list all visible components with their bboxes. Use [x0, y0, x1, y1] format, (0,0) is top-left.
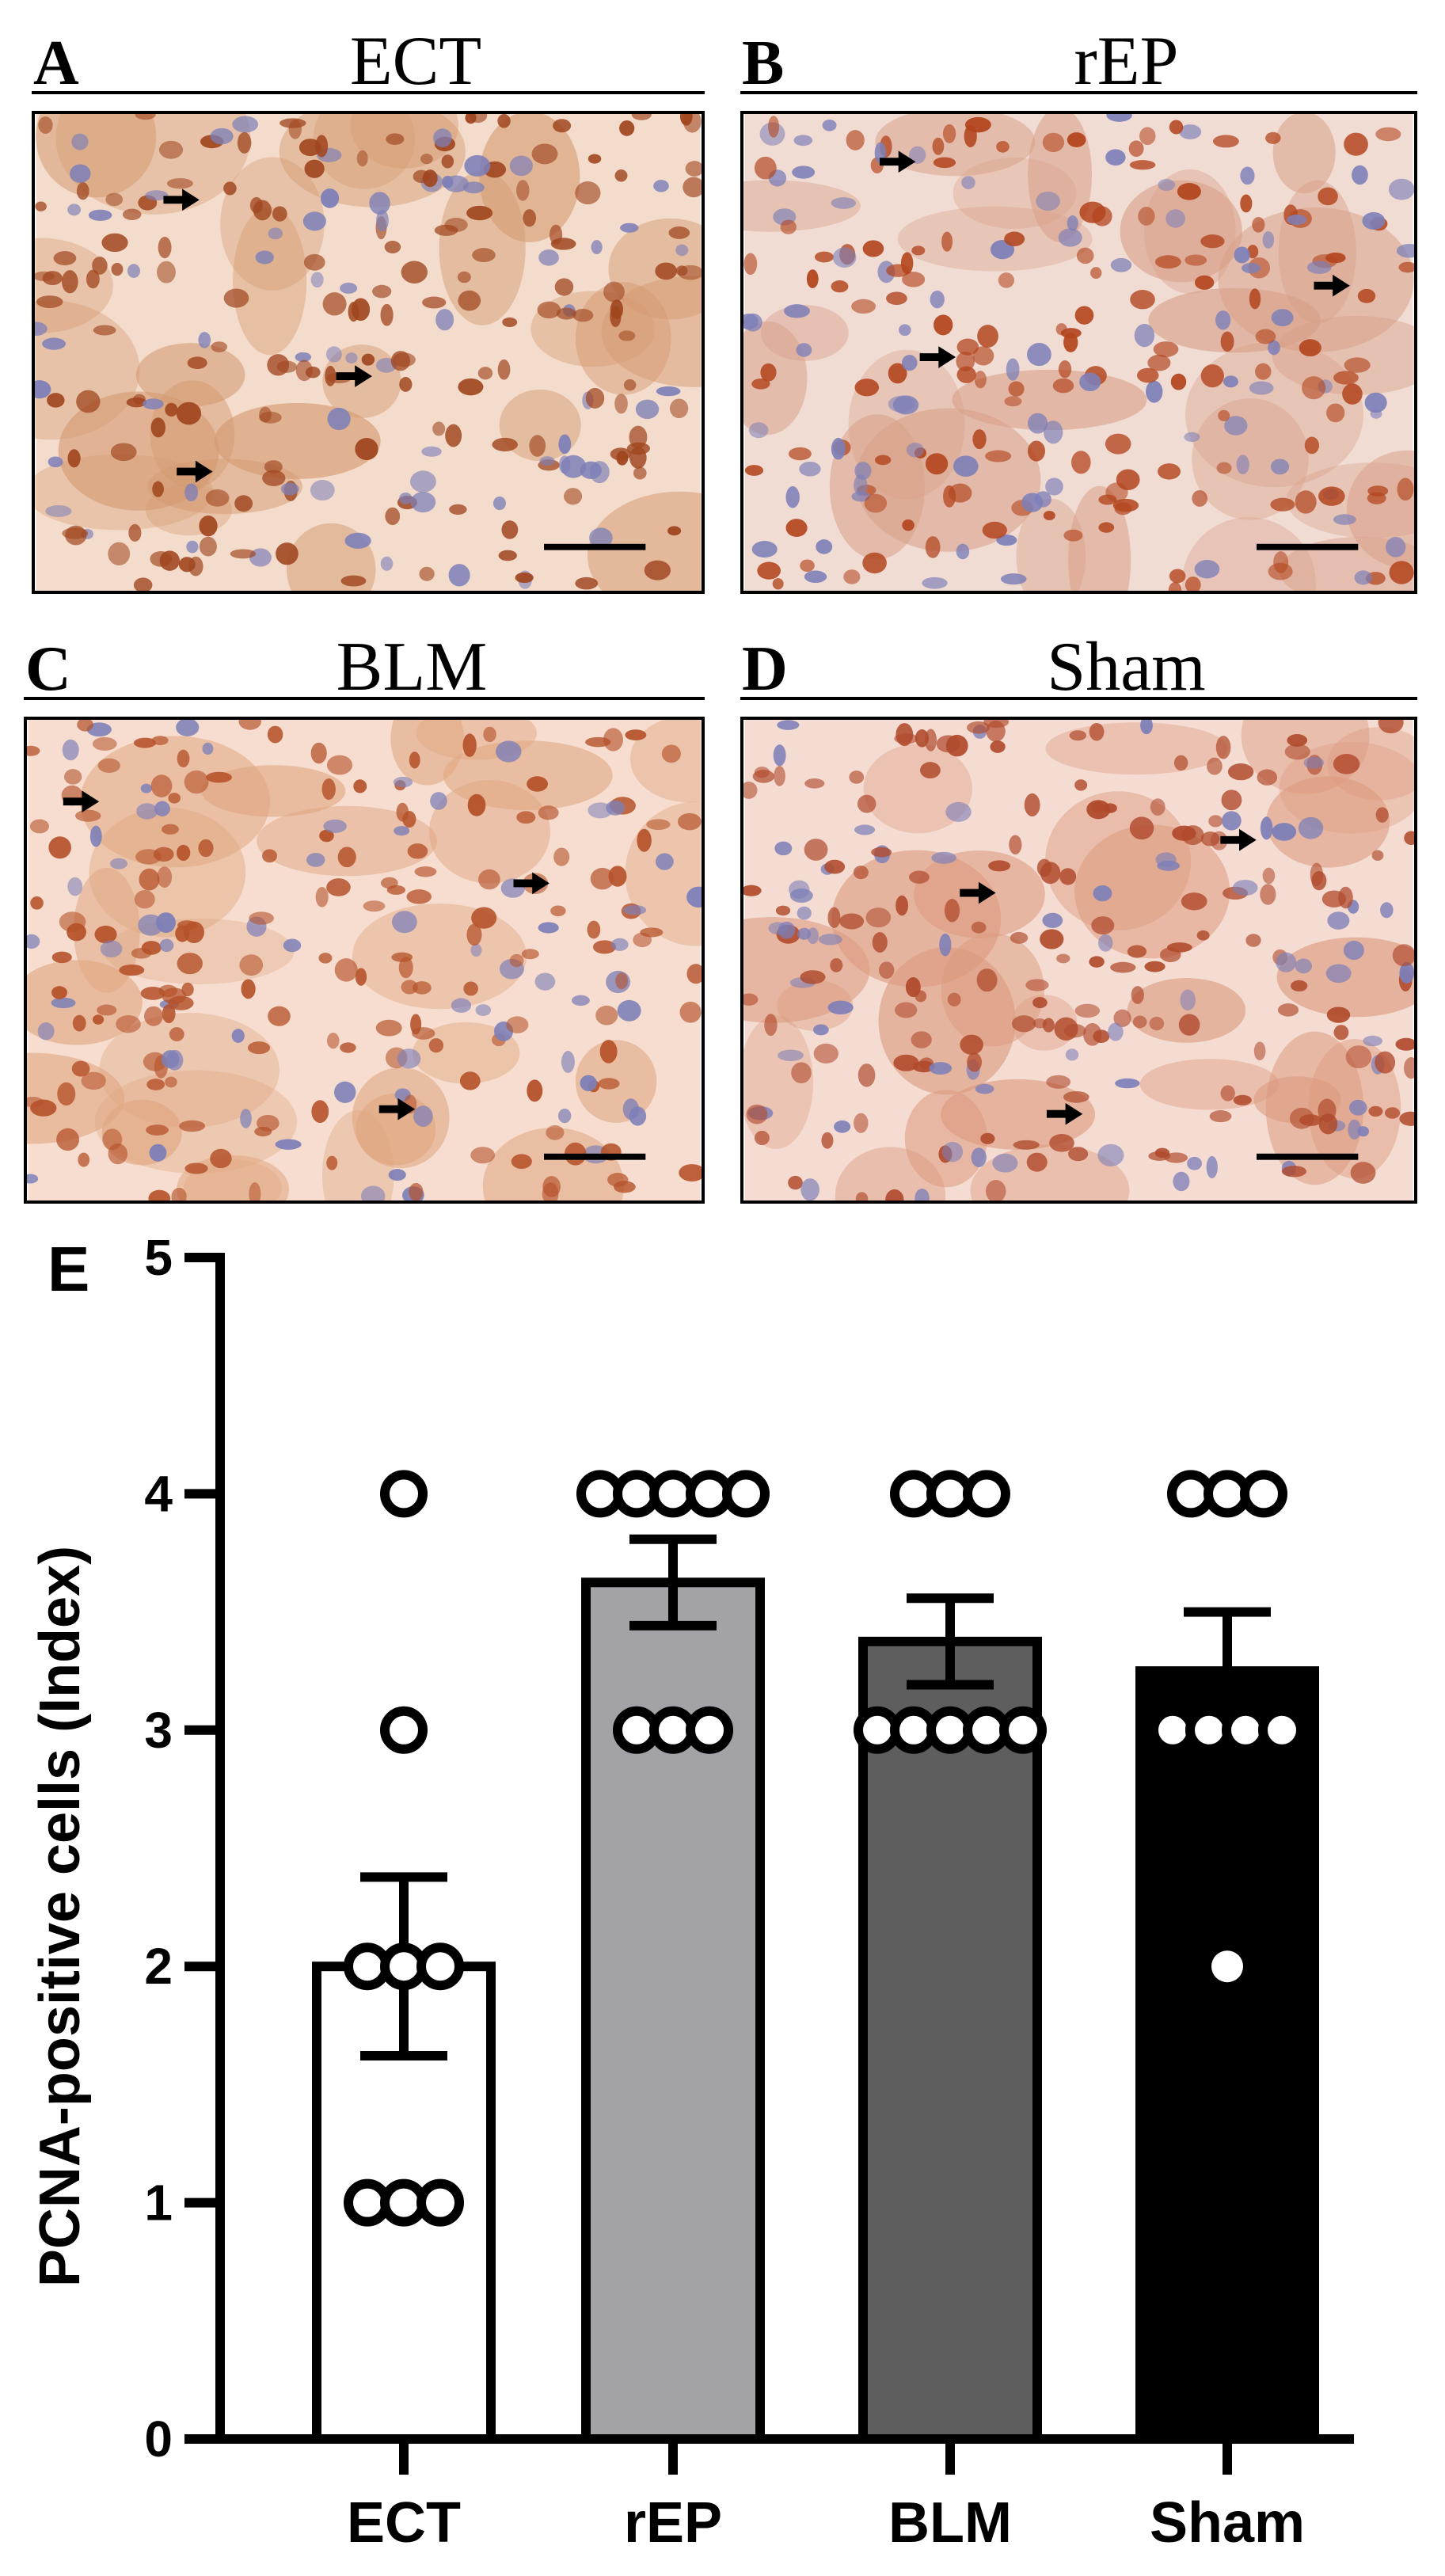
panel-title-d: Sham	[1047, 629, 1206, 706]
pcna-bar-chart: E PCNA-positive cells (Index) 0 1 2 3 4 5 ECT r…	[29, 1229, 1354, 2555]
panel-letter-e: E	[48, 1234, 89, 1304]
data-point	[416, 1942, 464, 1991]
x-tick-label: Sham	[1150, 2491, 1305, 2555]
panel-letter-a: A	[33, 29, 79, 98]
micrograph-c	[24, 717, 705, 1204]
panel-divider	[740, 697, 1417, 700]
panel-divider	[24, 697, 705, 700]
panel-divider	[740, 91, 1417, 94]
micrograph-a	[32, 111, 705, 594]
data-point	[999, 1706, 1047, 1754]
arrow-icon	[960, 881, 996, 904]
panel-title-b: rEP	[1074, 23, 1179, 100]
panel-letter-b: B	[742, 29, 785, 98]
y-tick-label: 3	[144, 1702, 173, 1759]
y-tick-label: 1	[144, 2175, 173, 2232]
bar-blm	[858, 1636, 1042, 2444]
bar-sham	[1135, 1666, 1319, 2444]
panel-title-a: ECT	[349, 23, 482, 100]
arrow-icon	[1046, 1102, 1083, 1125]
arrow-icon	[1220, 828, 1257, 851]
y-tick-label: 2	[144, 1938, 173, 1995]
micrograph-b	[740, 111, 1417, 594]
arrow-icon	[513, 872, 549, 895]
x-tick-label: ECT	[347, 2491, 461, 2555]
arrow-icon	[163, 188, 200, 211]
scale-bar	[1257, 543, 1359, 550]
arrow-icon	[378, 1098, 416, 1121]
arrow-icon	[177, 460, 213, 483]
arrow-icon	[879, 150, 916, 173]
x-tick-label: BLM	[888, 2491, 1012, 2555]
data-point	[1211, 1950, 1243, 1983]
scale-bar	[544, 1153, 646, 1160]
scale-bar	[544, 543, 646, 550]
y-tick-label: 0	[144, 2410, 173, 2468]
chart-marks: 0 1 2 3 4 5 ECT rEP BLM Sham	[144, 1229, 1354, 2555]
y-tick-label: 5	[144, 1229, 173, 1286]
data-point	[380, 1706, 428, 1754]
arrow-icon	[336, 365, 372, 387]
data-point	[686, 1706, 733, 1754]
arrow-icon	[1314, 274, 1350, 297]
scale-bar	[1257, 1153, 1359, 1160]
data-point	[1258, 1706, 1306, 1754]
data-point	[1240, 1470, 1287, 1518]
panel-divider	[32, 91, 705, 94]
data-point	[416, 2178, 464, 2227]
arrow-icon	[63, 790, 100, 813]
data-point	[722, 1470, 770, 1518]
panel-letter-c: C	[25, 634, 71, 704]
y-tick-label: 4	[144, 1465, 173, 1522]
data-point	[380, 1470, 428, 1518]
panel-letter-d: D	[742, 634, 788, 704]
micrograph-d	[740, 717, 1417, 1204]
data-point	[963, 1470, 1010, 1518]
y-axis-label: PCNA-positive cells (Index)	[29, 1546, 92, 2287]
x-tick-label: rEP	[624, 2491, 722, 2555]
arrow-icon	[919, 346, 956, 368]
panel-title-c: BLM	[336, 629, 488, 706]
